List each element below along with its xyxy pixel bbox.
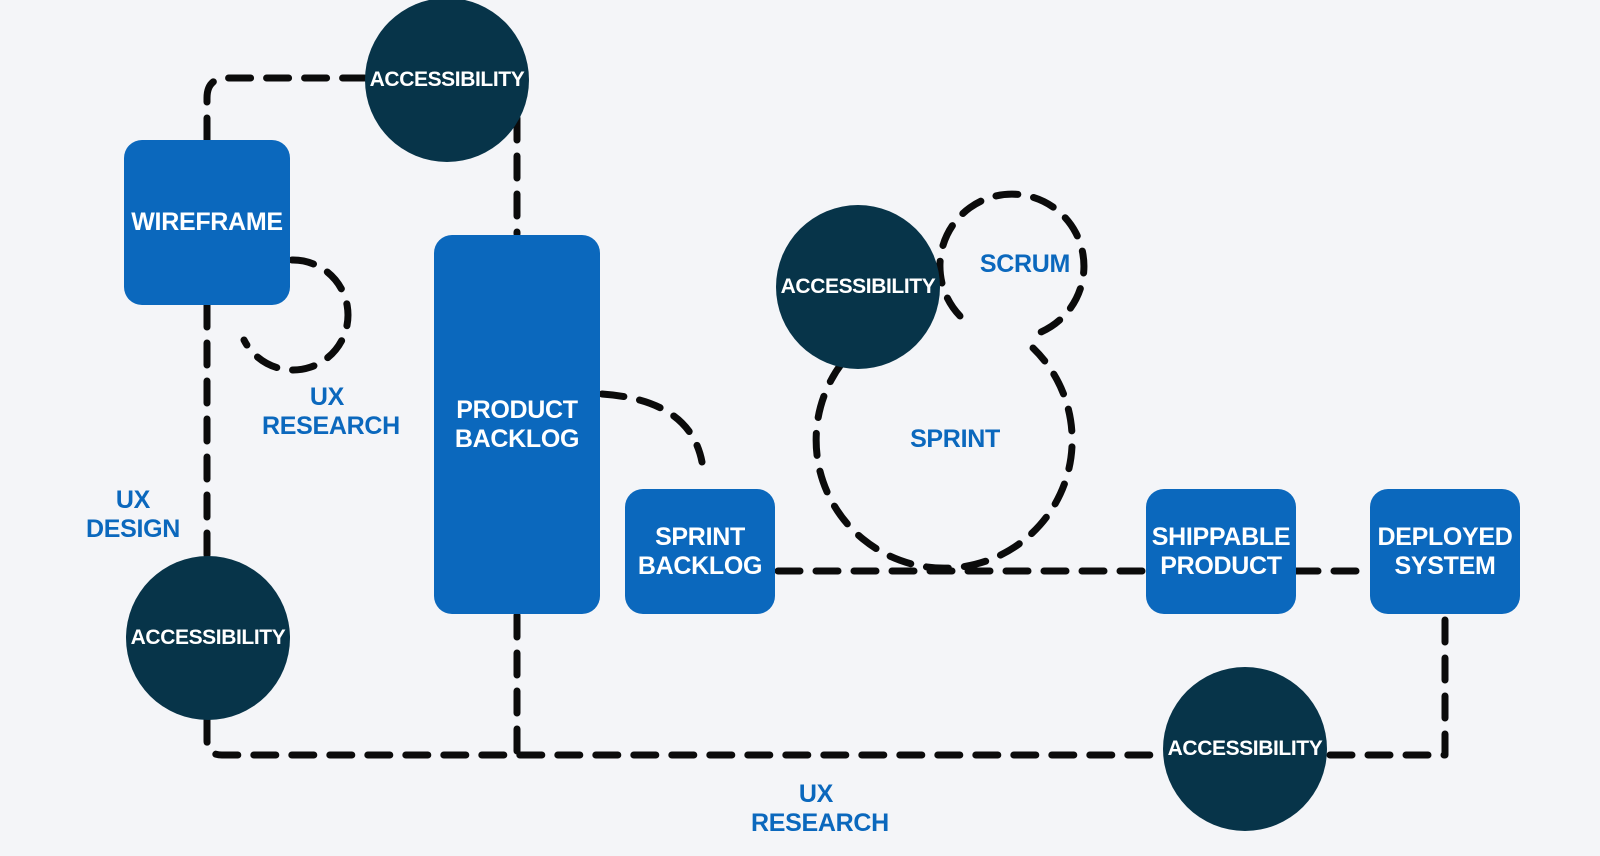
connector-left-accessibility-bottom [203,716,1164,759]
product-backlog-box: PRODUCT BACKLOG [434,235,600,614]
sprint-label: SPRINT [910,425,1000,453]
accessibility-middle-label: ACCESSIBILITY [780,275,936,298]
ux-research-top-label: UX RESEARCH [262,383,400,440]
deployed-system-label: DEPLOYED SYSTEM [1377,522,1513,580]
connector-bottom-accessibility-to-deployed [1326,611,1449,759]
ux-research-loop [240,256,352,374]
sprint-backlog-box: SPRINT BACKLOG [625,489,775,614]
connector-product-backlog-to-sprint-backlog [598,390,706,466]
accessibility-circle-middle: ACCESSIBILITY [776,205,940,369]
wireframe-label: WIREFRAME [131,208,283,236]
ux-research-bottom-label: UX RESEARCH [751,780,889,837]
ux-design-label: UX DESIGN [85,486,181,543]
connector-wireframe-to-top-accessibility [203,74,369,144]
scrum-loop [936,190,1088,338]
product-backlog-label: PRODUCT BACKLOG [454,395,580,453]
accessibility-top-label: ACCESSIBILITY [369,68,525,91]
accessibility-bottom-right-label: ACCESSIBILITY [1167,737,1323,760]
sprint-loop [812,344,1076,572]
shippable-product-box: SHIPPABLE PRODUCT [1146,489,1296,614]
accessibility-circle-top: ACCESSIBILITY [365,0,529,162]
deployed-system-box: DEPLOYED SYSTEM [1370,489,1520,614]
sprint-backlog-label: SPRINT BACKLOG [637,522,763,580]
scrum-label: SCRUM [979,250,1071,278]
wireframe-box: WIREFRAME [124,140,290,305]
accessibility-circle-bottom-right: ACCESSIBILITY [1163,667,1327,831]
accessibility-left-label: ACCESSIBILITY [130,626,286,649]
shippable-product-label: SHIPPABLE PRODUCT [1151,522,1291,580]
accessibility-circle-left: ACCESSIBILITY [126,556,290,720]
